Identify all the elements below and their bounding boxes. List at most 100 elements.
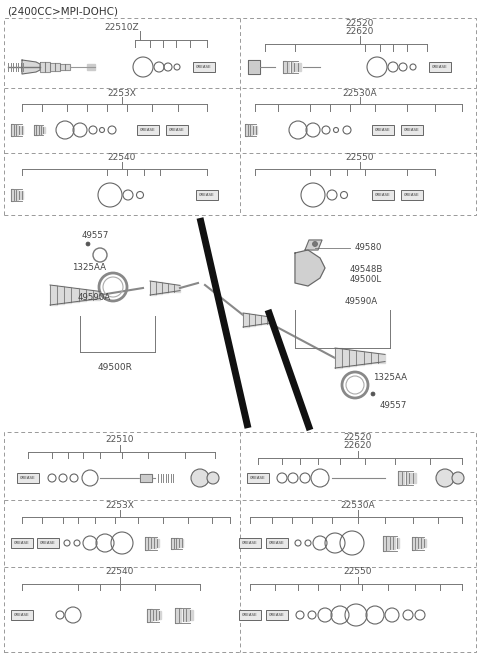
Polygon shape [190, 610, 192, 620]
Polygon shape [65, 64, 70, 70]
Polygon shape [72, 288, 79, 302]
Polygon shape [424, 539, 426, 547]
Text: 22530A: 22530A [343, 89, 377, 97]
Polygon shape [93, 290, 100, 300]
Polygon shape [378, 353, 385, 363]
Polygon shape [418, 537, 420, 549]
Polygon shape [409, 473, 412, 483]
Polygon shape [16, 125, 18, 135]
Polygon shape [50, 285, 57, 305]
Polygon shape [255, 126, 257, 134]
Polygon shape [406, 472, 408, 484]
Text: 22520: 22520 [346, 20, 374, 28]
Polygon shape [171, 537, 173, 549]
Text: GREASE: GREASE [269, 541, 285, 545]
Polygon shape [50, 63, 55, 71]
Text: GREASE: GREASE [432, 65, 448, 69]
Text: 22510: 22510 [106, 436, 134, 445]
Polygon shape [156, 610, 158, 620]
Polygon shape [45, 62, 50, 72]
Bar [266, 538, 288, 548]
Bar [372, 125, 394, 135]
Text: GREASE: GREASE [242, 541, 258, 545]
Text: GREASE: GREASE [169, 128, 185, 132]
Text: 22550: 22550 [346, 154, 374, 162]
Text: GREASE: GREASE [404, 193, 420, 197]
Polygon shape [267, 317, 273, 323]
Polygon shape [174, 284, 180, 292]
Text: 22510Z: 22510Z [105, 22, 139, 32]
Bar [11, 610, 33, 620]
Polygon shape [154, 538, 156, 548]
Circle shape [371, 392, 375, 396]
Polygon shape [55, 63, 60, 71]
Polygon shape [13, 125, 15, 135]
Polygon shape [182, 609, 185, 621]
Bar [193, 62, 215, 72]
Polygon shape [140, 474, 152, 482]
Text: GREASE: GREASE [269, 613, 285, 617]
Polygon shape [150, 609, 152, 621]
Polygon shape [86, 290, 93, 300]
Bar [137, 125, 159, 135]
Polygon shape [287, 62, 289, 72]
Bar [266, 610, 288, 620]
Text: 2253X: 2253X [106, 501, 134, 509]
Polygon shape [168, 284, 174, 292]
Bar [401, 190, 423, 200]
Polygon shape [253, 125, 254, 135]
Polygon shape [363, 351, 371, 365]
Polygon shape [151, 537, 153, 549]
Bar [4, 18, 476, 215]
Text: 1325AA: 1325AA [72, 263, 106, 271]
Polygon shape [174, 538, 175, 548]
Polygon shape [393, 537, 396, 549]
Polygon shape [421, 538, 423, 548]
Polygon shape [11, 189, 13, 201]
Polygon shape [13, 189, 15, 200]
Text: GREASE: GREASE [14, 541, 30, 545]
Text: 22540: 22540 [108, 154, 136, 162]
Polygon shape [283, 61, 286, 73]
Polygon shape [243, 313, 249, 327]
Polygon shape [16, 190, 18, 200]
Polygon shape [383, 535, 385, 551]
Text: 22520: 22520 [344, 434, 372, 443]
Polygon shape [261, 315, 267, 325]
Circle shape [436, 469, 454, 487]
Polygon shape [159, 611, 161, 620]
Polygon shape [176, 539, 178, 547]
Polygon shape [415, 537, 417, 549]
Polygon shape [248, 60, 260, 74]
Polygon shape [147, 608, 149, 622]
Text: 2253X: 2253X [108, 89, 136, 97]
Polygon shape [179, 539, 180, 547]
Polygon shape [295, 250, 325, 286]
Text: 1325AA: 1325AA [373, 373, 407, 382]
Bar [37, 538, 59, 548]
Bar [196, 190, 218, 200]
Polygon shape [398, 471, 400, 485]
Polygon shape [19, 125, 21, 135]
Bar [11, 538, 33, 548]
Polygon shape [43, 127, 45, 133]
Bar [239, 610, 261, 620]
Polygon shape [349, 350, 357, 366]
Polygon shape [249, 314, 255, 326]
Polygon shape [41, 126, 42, 133]
Polygon shape [22, 126, 23, 134]
Polygon shape [186, 610, 189, 620]
Circle shape [86, 242, 90, 246]
Bar [401, 125, 423, 135]
Polygon shape [412, 537, 414, 549]
Polygon shape [162, 283, 168, 293]
Text: GREASE: GREASE [250, 476, 266, 480]
Polygon shape [153, 610, 155, 620]
Polygon shape [175, 608, 178, 622]
Text: 49590A: 49590A [78, 292, 111, 302]
Polygon shape [342, 349, 349, 367]
Text: GREASE: GREASE [404, 128, 420, 132]
Polygon shape [156, 282, 162, 294]
Polygon shape [150, 281, 156, 295]
Polygon shape [145, 537, 147, 549]
